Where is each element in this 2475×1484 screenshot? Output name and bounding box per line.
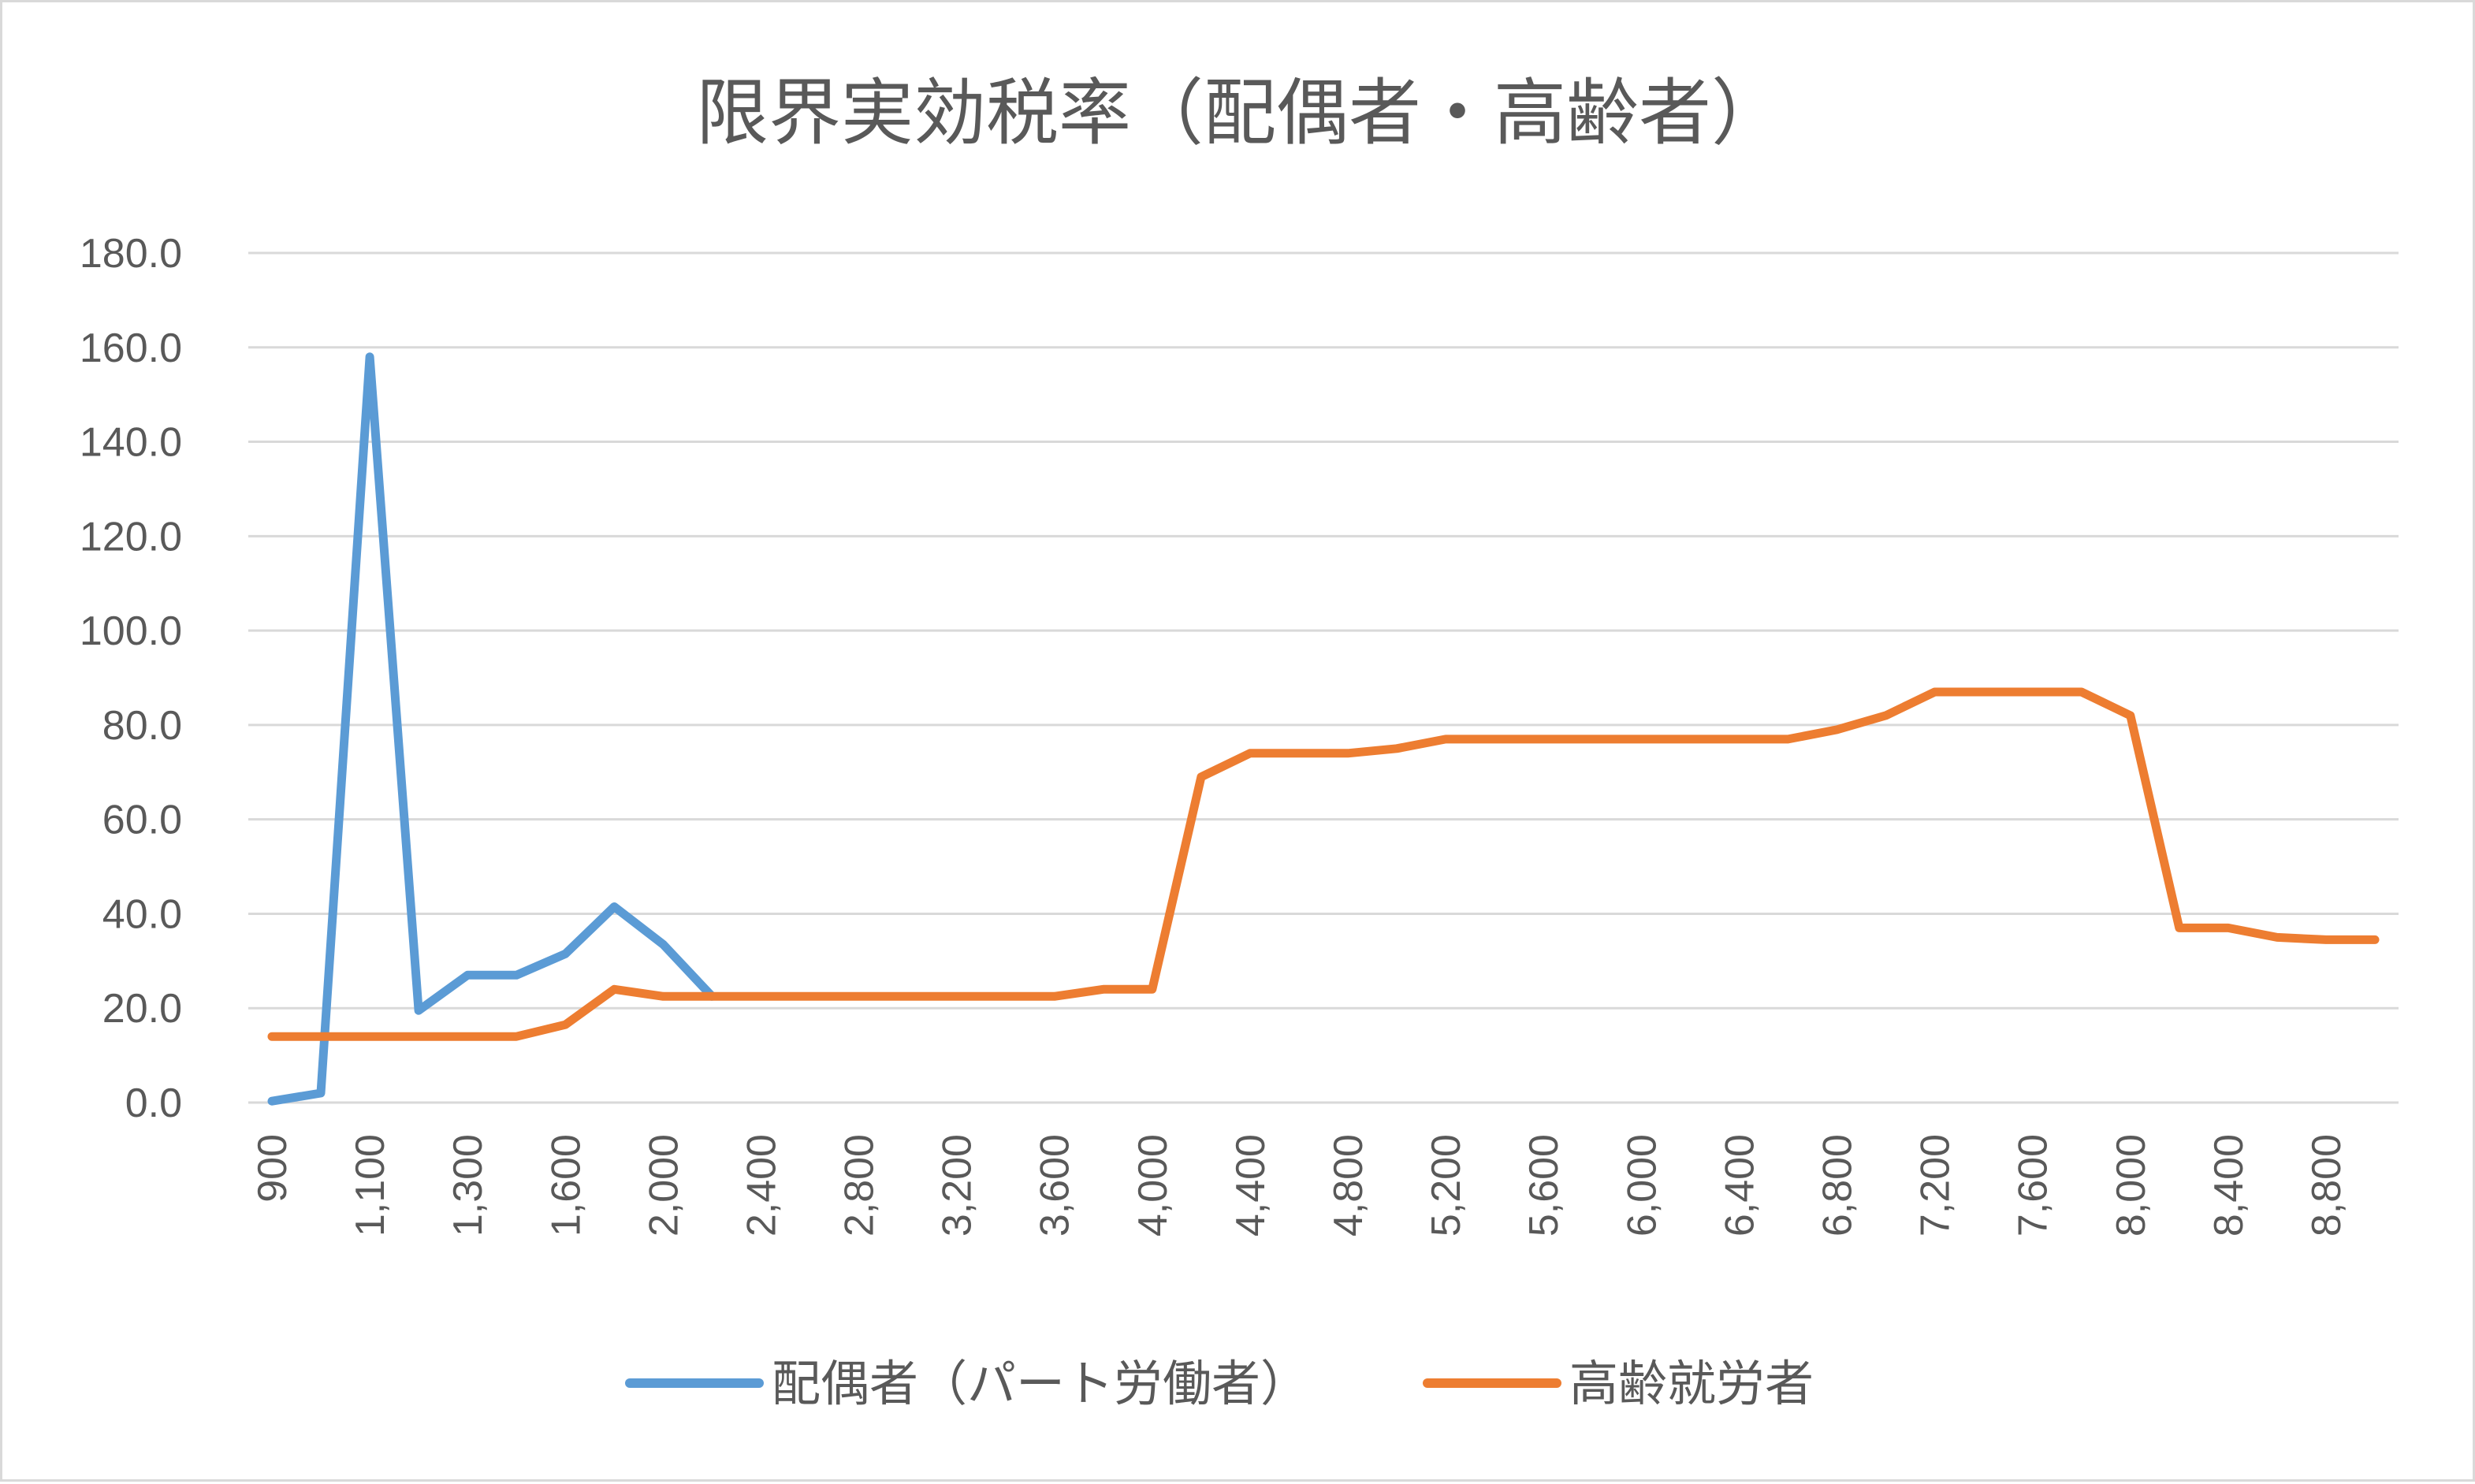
x-tick-label: 3,600	[1033, 1134, 1078, 1237]
y-tick-label: 20.0	[102, 986, 182, 1032]
y-tick-label: 140.0	[80, 420, 182, 466]
series-lines	[267, 352, 2380, 1106]
x-tick-label: 8,400	[2206, 1134, 2252, 1237]
x-tick-label: 1,100	[348, 1134, 393, 1237]
gridlines	[248, 251, 2399, 1104]
legend: 配偶者（パート労働者） 高齢就労者	[625, 1355, 1814, 1412]
y-tick-label: 100.0	[80, 608, 182, 654]
x-axis-ticks: 900 1,100 1,300 1,600 2,000 2,400 2,800 3,200 3,…	[250, 1134, 2350, 1237]
x-tick-label: 4,400	[1228, 1134, 1274, 1237]
y-tick-label: 120.0	[80, 514, 182, 560]
y-axis-ticks: 0.0 20.0 40.0 60.0 80.0 100.0 120.0 140.0 160.0 1…	[80, 231, 182, 1126]
x-tick-label: 3,200	[935, 1134, 981, 1237]
x-tick-label: 5,200	[1424, 1134, 1469, 1237]
chart-title: 限界実効税率（配偶者・高齢者）	[696, 71, 1784, 155]
x-tick-label: 6,400	[1717, 1134, 1762, 1237]
y-tick-label: 80.0	[102, 703, 182, 749]
y-tick-label: 180.0	[80, 231, 182, 277]
x-tick-label: 4,000	[1130, 1134, 1176, 1237]
x-tick-label: 1,300	[445, 1134, 491, 1237]
x-tick-label: 2,000	[641, 1134, 687, 1237]
x-tick-label: 4,800	[1326, 1134, 1371, 1237]
series-line	[267, 352, 716, 1106]
y-tick-label: 160.0	[80, 325, 182, 371]
x-tick-label: 7,600	[2011, 1134, 2056, 1237]
x-tick-label: 5,600	[1521, 1134, 1567, 1237]
y-tick-label: 60.0	[102, 798, 182, 843]
y-tick-label: 40.0	[102, 891, 182, 937]
x-tick-label: 8,000	[2108, 1134, 2154, 1237]
x-tick-label: 2,800	[837, 1134, 883, 1237]
x-tick-label: 7,200	[1913, 1134, 1959, 1237]
x-tick-label: 900	[250, 1134, 296, 1203]
x-tick-label: 6,000	[1619, 1134, 1665, 1237]
x-tick-label: 2,400	[739, 1134, 784, 1237]
legend-label: 高齢就労者	[1569, 1355, 1814, 1412]
x-tick-label: 6,800	[1814, 1134, 1860, 1237]
x-tick-label: 1,600	[543, 1134, 589, 1237]
y-tick-label: 0.0	[125, 1080, 182, 1126]
x-tick-label: 8,800	[2304, 1134, 2350, 1237]
series-line	[267, 687, 2380, 1041]
legend-label: 配偶者（パート労働者）	[772, 1355, 1309, 1412]
